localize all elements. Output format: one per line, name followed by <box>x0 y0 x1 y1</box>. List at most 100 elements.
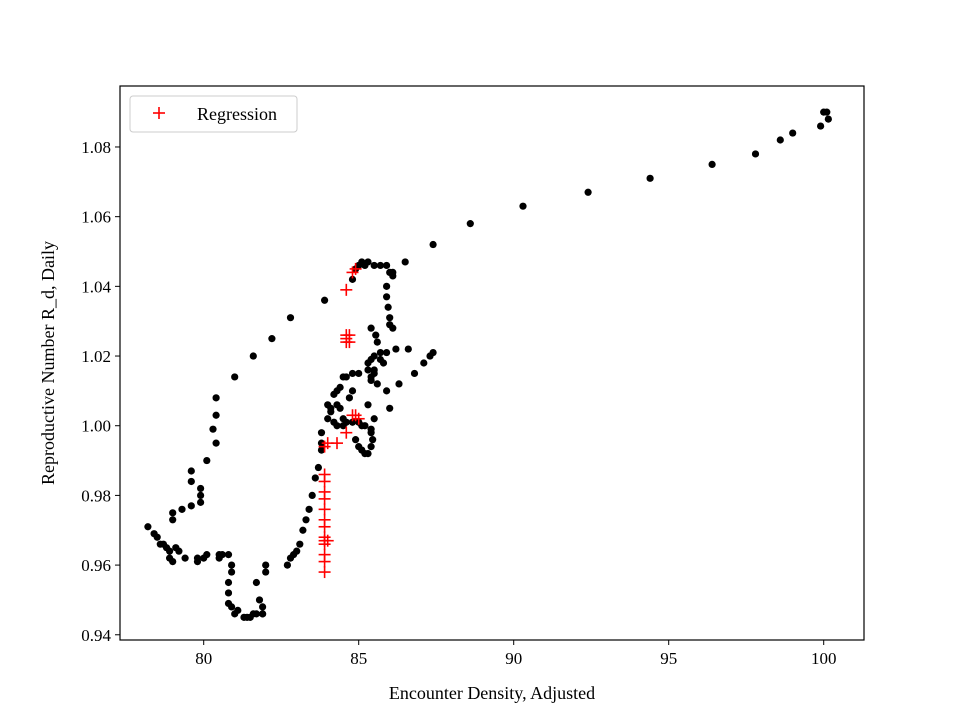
observed-point <box>367 443 375 451</box>
regression-point <box>318 475 331 488</box>
observed-point <box>358 422 366 430</box>
regression-point <box>343 336 356 349</box>
observed-point <box>200 554 208 562</box>
observed-point <box>324 401 332 409</box>
x-tick-label: 95 <box>660 649 677 668</box>
observed-point <box>314 463 322 472</box>
observed-point <box>369 436 377 444</box>
observed-point <box>355 369 363 378</box>
x-axis-ticks: 80 85 90 95 100 <box>195 640 836 668</box>
x-axis-label: Encounter Density, Adjusted <box>389 683 595 703</box>
observed-point <box>249 352 257 360</box>
regression-point <box>318 520 331 533</box>
observed-point <box>348 387 357 395</box>
observed-point <box>252 578 260 587</box>
observed-point <box>262 561 270 569</box>
observed-point <box>187 502 195 510</box>
regression-point <box>318 440 331 453</box>
observed-point <box>348 418 357 426</box>
observed-point <box>228 561 236 569</box>
observed-point <box>364 401 372 409</box>
observed-point <box>144 523 152 531</box>
observed-point <box>466 220 474 228</box>
observed-point <box>339 415 347 423</box>
x-tick-label: 85 <box>350 649 367 668</box>
observed-point <box>324 415 332 423</box>
observed-point <box>296 540 304 548</box>
regression-series <box>318 262 365 579</box>
observed-point <box>187 467 195 475</box>
observed-point <box>395 380 403 388</box>
observed-point <box>373 338 381 346</box>
observed-point <box>410 369 419 378</box>
observed-point <box>370 415 378 423</box>
observed-point <box>333 401 341 409</box>
x-tick-label: 100 <box>811 649 837 668</box>
observed-point <box>367 324 375 332</box>
regression-point <box>318 503 331 516</box>
legend-box <box>129 95 298 133</box>
legend-plus-marker <box>153 107 165 119</box>
observed-point <box>302 516 310 524</box>
observed-point <box>150 530 158 538</box>
y-tick-label: 1.00 <box>81 417 111 436</box>
observed-point <box>383 387 391 395</box>
x-tick-label: 90 <box>505 649 522 668</box>
observed-point <box>330 390 338 398</box>
observed-point <box>231 373 239 381</box>
observed-point <box>317 446 326 454</box>
regression-point <box>318 566 331 579</box>
observed-point <box>820 108 828 116</box>
observed-point <box>352 436 360 444</box>
x-tick-label: 80 <box>195 649 212 668</box>
observed-point <box>345 394 353 402</box>
regression-point <box>349 262 362 275</box>
observed-point <box>383 282 391 290</box>
observed-point <box>224 589 233 597</box>
legend-label-regression: Regression <box>197 104 277 124</box>
observed-point <box>317 429 326 437</box>
observed-point <box>367 429 375 437</box>
observed-point <box>255 596 264 604</box>
plot-frame <box>119 85 865 641</box>
observed-point <box>789 129 797 137</box>
observed-point <box>373 380 381 388</box>
observed-point <box>364 449 372 458</box>
observed-point <box>646 174 654 182</box>
regression-point <box>340 426 353 439</box>
observed-point <box>420 359 428 367</box>
observed-point <box>308 491 316 500</box>
observed-point <box>370 261 378 270</box>
observed-point <box>181 554 189 562</box>
observed-point <box>212 394 220 402</box>
observed-point <box>364 366 372 374</box>
observed-point <box>299 526 307 534</box>
observed-point <box>383 261 391 270</box>
observed-point <box>386 314 394 322</box>
observed-point <box>376 348 384 357</box>
y-tick-label: 1.04 <box>81 277 111 296</box>
observed-point <box>817 122 825 130</box>
regression-point <box>340 283 353 296</box>
observed-point <box>286 554 295 562</box>
observed-point <box>776 136 784 144</box>
observed-point <box>339 373 347 381</box>
observed-point <box>172 544 180 552</box>
observed-point <box>212 439 220 447</box>
y-tick-label: 0.94 <box>81 626 111 645</box>
observed-point <box>327 408 335 416</box>
observed-point <box>317 439 326 447</box>
observed-point <box>751 150 760 158</box>
observed-point <box>584 188 592 196</box>
observed-point <box>169 509 177 517</box>
observed-point <box>389 324 397 332</box>
observed-point <box>259 610 267 618</box>
observed-point <box>228 568 236 576</box>
regression-point <box>352 412 365 425</box>
observed-point <box>215 554 223 562</box>
observed-point <box>429 240 437 249</box>
observed-point <box>268 335 276 343</box>
observed-point <box>364 359 372 367</box>
observed-point <box>305 505 313 513</box>
